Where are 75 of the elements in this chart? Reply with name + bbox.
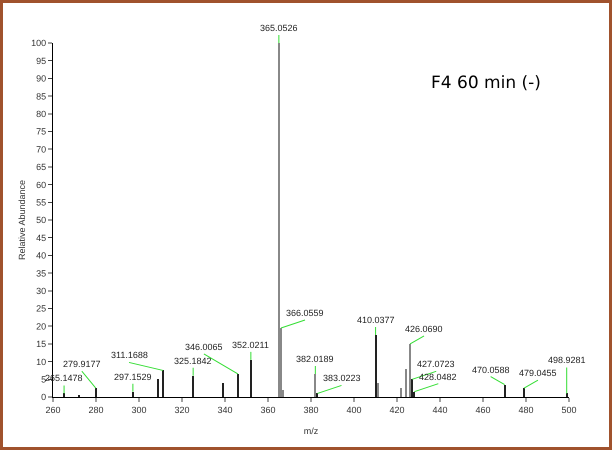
bar	[316, 393, 318, 397]
x-tick-label: 460	[475, 404, 491, 415]
bar	[411, 379, 413, 397]
y-tick-label: 45	[36, 232, 46, 243]
bar	[162, 370, 164, 397]
bar	[400, 388, 402, 397]
x-tick-label: 440	[432, 404, 448, 415]
bar	[132, 392, 134, 397]
bar	[222, 383, 224, 397]
bar	[192, 376, 194, 397]
annotation: 311.1688	[111, 350, 148, 360]
y-tick-label: 95	[36, 56, 46, 66]
x-tick-label: 280	[88, 404, 104, 415]
annotation: 470.0588	[472, 365, 510, 375]
bar	[314, 374, 316, 397]
y-tick-label: 20	[36, 321, 46, 332]
y-tick-label: 30	[36, 286, 46, 296]
bar	[157, 379, 159, 397]
y-tick-label: 85	[36, 91, 46, 102]
y-tick-label: 0	[41, 392, 46, 402]
annotation: 352.0211	[232, 340, 269, 350]
x-tick-label: 420	[389, 404, 405, 415]
y-tick-label: 65	[36, 162, 46, 172]
annotation: 428.0482	[419, 372, 457, 382]
bar	[278, 43, 280, 397]
bar	[377, 383, 379, 397]
annotation: 365.0526	[260, 23, 298, 33]
y-tick-label: 75	[36, 126, 46, 137]
x-tick-label: 320	[174, 404, 190, 415]
bar	[95, 388, 97, 397]
x-tick-label: 260	[45, 404, 61, 415]
annotation: 427.0723	[417, 359, 455, 369]
x-tick-label: 360	[260, 404, 276, 415]
annotation: 383.0223	[323, 373, 361, 383]
y-tick-label: 10	[36, 356, 46, 367]
annotation: 498.9281	[548, 355, 586, 365]
x-tick-label: 400	[346, 404, 362, 415]
y-tick-label: 50	[36, 215, 46, 226]
y-tick-label: 35	[36, 268, 46, 278]
bar	[63, 393, 65, 397]
y-tick-label: 60	[36, 180, 46, 190]
y-tick-label: 25	[36, 304, 46, 314]
annotation: 279.9177	[63, 359, 101, 369]
bar	[375, 335, 377, 397]
x-tick-label: 480	[518, 404, 534, 415]
y-tick-label: 15	[36, 339, 46, 350]
y-tick-label: 5	[41, 374, 46, 384]
x-axis-title: m/z	[304, 426, 319, 436]
annotation: 325.1842	[174, 356, 212, 366]
annotation: 426.0690	[405, 324, 443, 334]
y-tick-label: 90	[36, 74, 46, 84]
annotation: 297.1529	[114, 372, 152, 382]
y-tick-label: 40	[36, 250, 46, 261]
annotation: 366.0559	[286, 308, 324, 318]
bar	[504, 385, 506, 397]
annotation: 346.0065	[185, 342, 223, 352]
bar	[250, 360, 252, 397]
y-tick-label: 80	[36, 108, 46, 119]
y-tick-label: 70	[36, 144, 46, 154]
y-axis-title: Relative Abundance	[17, 180, 27, 260]
y-tick-label: 100	[31, 38, 46, 48]
annotation: F4 60 min (-)	[431, 73, 541, 93]
x-tick-label: 340	[217, 404, 233, 415]
bar	[409, 344, 411, 397]
bar	[237, 374, 239, 397]
annotation: 410.0377	[357, 315, 395, 325]
x-tick-label: 500	[561, 404, 577, 415]
x-tick-label: 300	[131, 404, 147, 415]
annotation: 479.0455	[519, 368, 557, 378]
bar	[405, 369, 407, 397]
x-tick-label: 380	[303, 404, 319, 415]
y-tick-label: 55	[36, 197, 46, 208]
annotation: 382.0189	[296, 354, 334, 364]
bar	[523, 388, 525, 397]
bar	[566, 393, 568, 397]
